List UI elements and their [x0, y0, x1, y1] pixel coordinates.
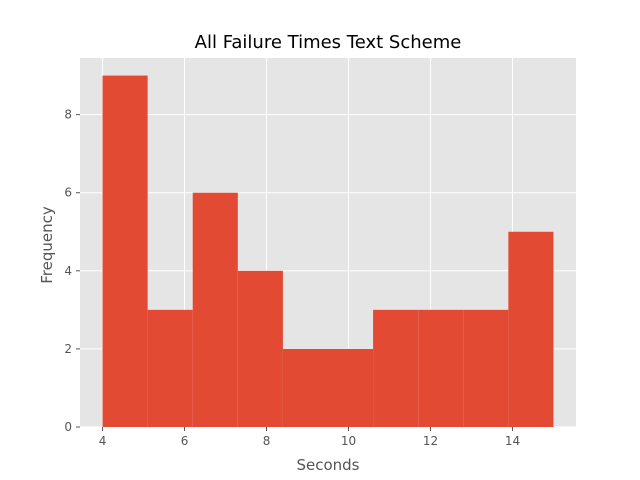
y-axis-ticks: 0 2 4 6 8: [64, 108, 80, 434]
y-tick-label-2: 4: [64, 264, 72, 278]
y-tick-label-0: 0: [64, 420, 72, 434]
x-tick-label-1: 6: [181, 434, 189, 448]
histogram-bar-2: [192, 192, 238, 427]
histogram-bars: [102, 75, 554, 428]
x-tick-label-0: 4: [99, 434, 107, 448]
histogram-bar-8: [463, 309, 509, 427]
x-tick-label-4: 12: [423, 434, 438, 448]
x-axis-ticks: 4 6 8 10 12 14: [99, 427, 520, 448]
y-tick-label-3: 6: [64, 186, 72, 200]
histogram-bar-0: [102, 75, 148, 428]
histogram-bar-5: [328, 348, 374, 427]
x-tick-label-2: 8: [263, 434, 271, 448]
y-tick-label-4: 8: [64, 108, 72, 122]
x-tick-label-5: 14: [505, 434, 520, 448]
y-axis-label: Frequency: [38, 206, 56, 284]
histogram-bar-3: [237, 270, 283, 427]
chart-title: All Failure Times Text Scheme: [195, 32, 462, 53]
histogram-bar-9: [508, 231, 554, 427]
histogram-bar-4: [282, 348, 328, 427]
x-tick-label-3: 10: [341, 434, 356, 448]
x-axis-label: Seconds: [296, 456, 359, 474]
y-tick-label-1: 2: [64, 342, 72, 356]
histogram-bar-7: [418, 309, 464, 427]
histogram-bar-6: [373, 309, 419, 427]
histogram-bar-1: [147, 309, 193, 427]
